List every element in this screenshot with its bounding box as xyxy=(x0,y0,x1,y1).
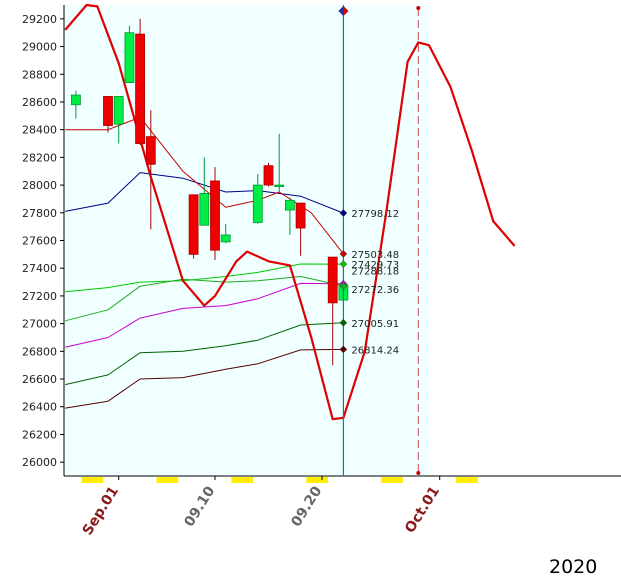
candle-body xyxy=(274,184,285,187)
candle-body xyxy=(113,96,124,125)
series-line xyxy=(65,282,344,348)
past-area xyxy=(64,5,429,476)
y-tick-label: 29000 xyxy=(22,41,57,54)
series-line xyxy=(65,263,344,293)
weekend-marker xyxy=(381,477,393,483)
y-tick-label: 26800 xyxy=(22,345,57,358)
future-area xyxy=(429,5,621,476)
y-tick-label: 27600 xyxy=(22,235,57,248)
y-tick-label: 27000 xyxy=(22,318,57,331)
series-value-label: 27272.36 xyxy=(351,285,399,296)
series-line xyxy=(65,322,344,386)
series-value-label: 27798.12 xyxy=(351,209,399,220)
series-end-marker xyxy=(339,318,348,327)
series-line xyxy=(64,3,516,421)
x-tick-label: Oct.01 xyxy=(402,484,443,536)
candle-body xyxy=(188,194,199,255)
y-tick-label: 26600 xyxy=(22,373,57,386)
y-tick-label: 26000 xyxy=(22,456,57,469)
weekend-marker xyxy=(81,477,93,483)
series-value-label: 27005.91 xyxy=(351,319,399,330)
series-value-label: 27429.73 xyxy=(351,260,399,271)
y-tick-label: 28600 xyxy=(22,96,57,109)
candle-body xyxy=(199,192,210,226)
weekend-marker xyxy=(156,477,168,483)
weekend-marker xyxy=(242,477,254,483)
series-end-marker xyxy=(339,282,348,290)
y-tick-label: 28400 xyxy=(22,124,57,137)
series-value-label: 26814.24 xyxy=(351,345,399,356)
candle-body xyxy=(124,32,135,83)
candle-body xyxy=(327,256,338,304)
current-date-marker-right xyxy=(343,6,349,16)
candle-body xyxy=(103,96,113,126)
weekend-marker xyxy=(231,477,243,483)
y-tick-label: 26200 xyxy=(22,428,57,441)
y-tick-label: 27800 xyxy=(22,207,57,220)
y-tick-label: 26400 xyxy=(22,401,57,414)
series-end-marker xyxy=(339,209,348,217)
weekend-marker xyxy=(456,477,468,483)
y-tick-label: 28800 xyxy=(22,68,57,81)
y-tick-label: 28200 xyxy=(22,151,57,164)
x-tick-label: 09.20 xyxy=(288,483,325,529)
y-tick-label: 27200 xyxy=(22,290,57,303)
candle-body xyxy=(295,202,306,229)
candle-body xyxy=(71,94,81,106)
x-tick-label: Sep.01 xyxy=(80,484,122,539)
y-tick-label: 28000 xyxy=(22,179,57,192)
year-label: 2020 xyxy=(549,556,598,578)
future-date-dot-top xyxy=(416,6,421,10)
series-line xyxy=(65,348,344,409)
weekend-marker xyxy=(391,477,403,483)
candle-body xyxy=(252,184,263,223)
candle-body xyxy=(220,234,231,243)
series-value-label: 27503.48 xyxy=(351,250,399,261)
candle-body xyxy=(135,33,146,144)
weekend-marker xyxy=(306,477,318,483)
candle-body xyxy=(145,136,156,165)
weekend-marker xyxy=(167,477,179,483)
y-tick-label: 29200 xyxy=(22,13,57,26)
series-end-marker xyxy=(339,250,348,258)
candle-body xyxy=(263,165,274,186)
candle-body xyxy=(210,180,220,251)
candle-body xyxy=(284,199,295,211)
series-end-marker xyxy=(339,260,348,268)
x-tick-label: 09.10 xyxy=(181,483,218,529)
series-end-marker xyxy=(339,345,348,354)
series-value-label: 27288.18 xyxy=(351,267,399,278)
weekend-marker xyxy=(466,477,478,483)
y-tick-label: 27400 xyxy=(22,262,57,275)
future-date-dot-bottom xyxy=(416,471,421,475)
weekend-marker xyxy=(92,477,104,483)
